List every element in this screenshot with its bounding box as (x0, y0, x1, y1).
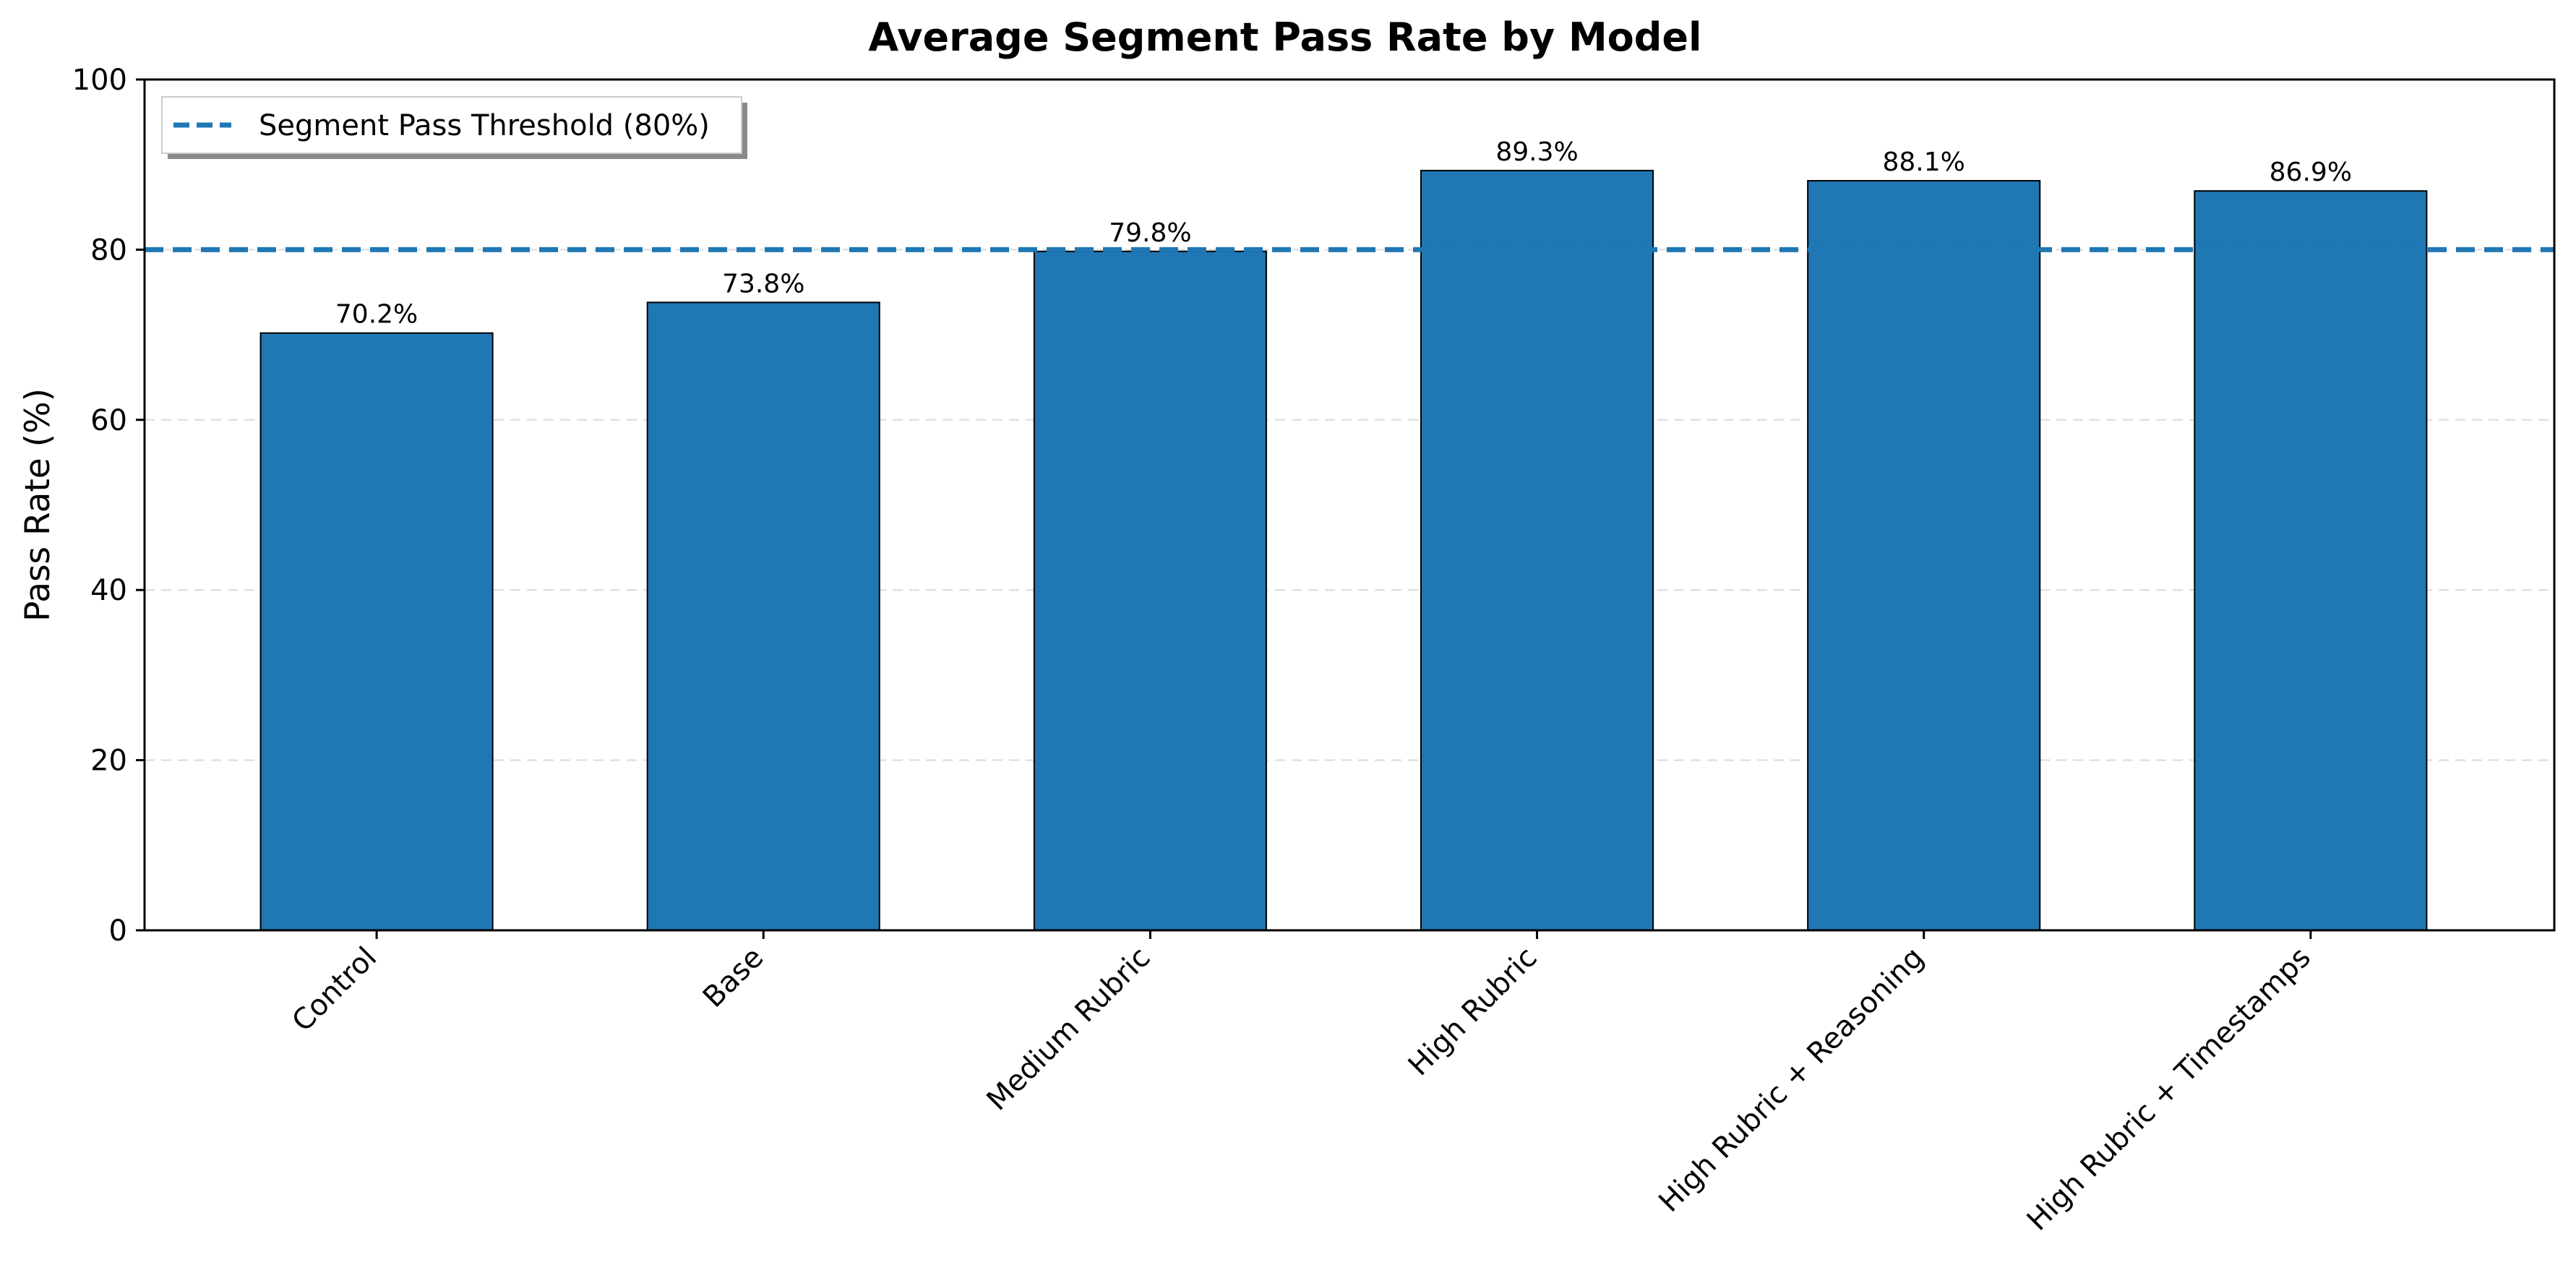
bar (646, 301, 880, 931)
bar-value-label: 73.8% (722, 269, 804, 299)
bar-value-label: 70.2% (335, 300, 418, 330)
y-axis: 0 20 40 60 80 100 (72, 64, 145, 948)
y-tick-label: 60 (90, 404, 127, 437)
bar-value-label: 88.1% (1883, 147, 1965, 177)
y-tick-label: 80 (90, 233, 127, 267)
bar (1807, 180, 2041, 932)
legend: Segment Pass Threshold (80%) (161, 96, 747, 159)
bar (259, 332, 494, 932)
y-tick-label: 0 (109, 914, 127, 948)
chart-title: Average Segment Pass Rate by Model (868, 14, 1701, 60)
bar (1033, 250, 1267, 931)
bar (2194, 190, 2428, 931)
legend-box (161, 96, 742, 154)
y-tick-label: 100 (72, 64, 127, 97)
y-tick-label: 20 (90, 745, 127, 778)
bar-value-label: 89.3% (1495, 137, 1578, 167)
y-tick-label: 40 (90, 574, 127, 607)
bar-value-labels: 70.2% 73.8% 79.8% 89.3% 88.1% 86.9% (335, 137, 2352, 330)
y-axis-label: Pass Rate (%) (18, 388, 58, 622)
bar-value-label: 86.9% (2270, 158, 2352, 187)
plot-frame (143, 78, 2556, 932)
bar (1420, 169, 1654, 932)
legend-threshold-label: Segment Pass Threshold (80%) (259, 109, 710, 142)
bar-value-label: 79.8% (1109, 218, 1191, 248)
